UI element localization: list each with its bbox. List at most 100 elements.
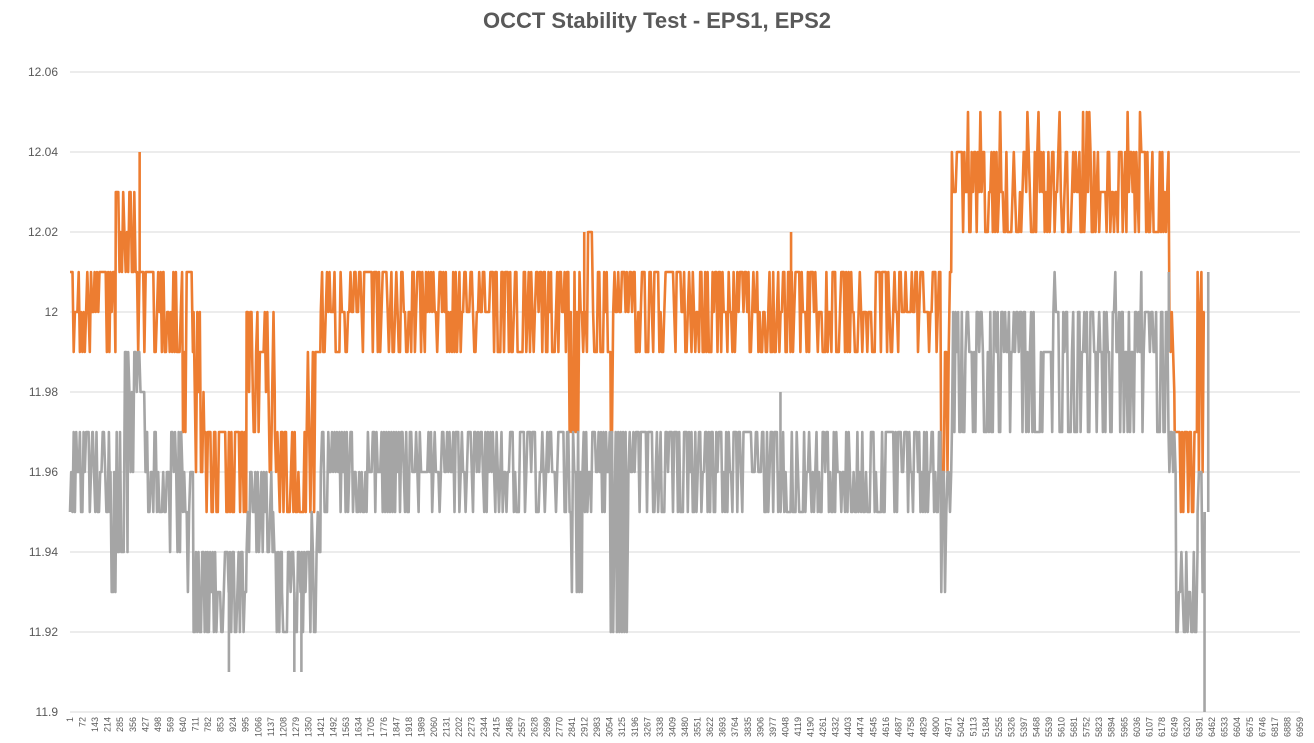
- x-tick-label: 4758: [906, 717, 916, 737]
- x-tick-label: 6107: [1144, 717, 1154, 737]
- x-tick-label: 2770: [554, 717, 564, 737]
- x-tick-label: 4119: [793, 717, 803, 736]
- x-tick-label: 2912: [580, 717, 590, 737]
- x-tick-label: 1563: [341, 717, 351, 737]
- x-tick-label: 1350: [303, 717, 313, 737]
- x-tick-label: 5681: [1069, 717, 1079, 737]
- x-tick-label: 6604: [1232, 717, 1242, 737]
- x-tick-label: 6959: [1295, 717, 1305, 737]
- x-tick-label: 4829: [918, 717, 928, 737]
- x-tick-label: 427: [140, 717, 150, 732]
- x-tick-label: 782: [203, 717, 213, 732]
- x-tick-label: 3764: [730, 717, 740, 737]
- x-tick-label: 4261: [818, 717, 828, 737]
- x-tick-label: 5610: [1057, 717, 1067, 737]
- x-tick-label: 4900: [931, 717, 941, 737]
- y-tick-label: 12.06: [28, 65, 58, 79]
- x-tick-label: 1918: [404, 717, 414, 737]
- x-tick-label: 1847: [391, 717, 401, 737]
- x-tick-label: 5255: [994, 717, 1004, 737]
- x-tick-label: 4971: [944, 717, 954, 737]
- x-tick-label: 3835: [743, 717, 753, 737]
- x-tick-label: 285: [115, 717, 125, 732]
- x-tick-label: 5539: [1044, 717, 1054, 737]
- x-tick-label: 2131: [442, 717, 452, 737]
- x-tick-label: 2060: [429, 717, 439, 737]
- x-tick-label: 4403: [843, 717, 853, 737]
- x-tick-label: 6391: [1195, 717, 1205, 737]
- x-tick-label: 2344: [479, 717, 489, 737]
- x-tick-label: 2699: [542, 717, 552, 737]
- x-tick-label: 5042: [956, 717, 966, 737]
- x-tick-label: 6320: [1182, 717, 1192, 737]
- x-tick-label: 1634: [354, 717, 364, 737]
- x-tick-label: 2841: [567, 717, 577, 737]
- x-tick-label: 1137: [266, 717, 276, 736]
- y-tick-label: 11.98: [29, 385, 58, 399]
- x-tick-label: 3906: [755, 717, 765, 737]
- y-tick-label: 12.04: [28, 145, 58, 159]
- x-tick-label: 1421: [316, 717, 326, 737]
- chart-title: OCCT Stability Test - EPS1, EPS2: [482, 8, 831, 33]
- x-tick-label: 1: [65, 717, 75, 722]
- series-line-0: [69, 110, 1206, 514]
- x-tick-label: 3338: [655, 717, 665, 737]
- x-tick-label: 498: [153, 717, 163, 732]
- x-tick-label: 2202: [454, 717, 464, 737]
- x-tick-label: 5894: [1107, 717, 1117, 737]
- x-tick-label: 1989: [416, 717, 426, 737]
- x-tick-label: 2273: [467, 717, 477, 737]
- series-line-1: [68, 270, 1206, 634]
- x-tick-label: 6675: [1245, 717, 1255, 737]
- x-tick-label: 4332: [831, 717, 841, 737]
- x-tick-label: 3409: [667, 717, 677, 737]
- y-tick-label: 11.96: [29, 465, 58, 479]
- x-tick-label: 853: [216, 717, 226, 732]
- x-tick-label: 5752: [1082, 717, 1092, 737]
- x-tick-label: 72: [78, 717, 88, 727]
- x-tick-label: 3622: [705, 717, 715, 737]
- x-tick-label: 3054: [605, 717, 615, 737]
- x-tick-label: 1066: [253, 717, 263, 737]
- y-axis-ticks: 11.9 11.92 11.94 11.96 11.98 12 12.02 12.04 12.0…: [28, 65, 58, 719]
- x-tick-label: 4048: [780, 717, 790, 737]
- x-tick-label: 1492: [329, 717, 339, 737]
- x-tick-label: 5113: [969, 717, 979, 736]
- x-tick-label: 4616: [881, 717, 891, 737]
- x-tick-label: 2628: [529, 717, 539, 737]
- x-tick-label: 1705: [366, 717, 376, 737]
- x-tick-label: 3267: [642, 717, 652, 737]
- x-tick-label: 6888: [1282, 717, 1292, 737]
- y-tick-label: 12: [45, 305, 59, 319]
- x-tick-label: 2415: [492, 717, 502, 737]
- y-tick-label: 11.94: [29, 545, 58, 559]
- x-tick-label: 924: [228, 717, 238, 732]
- x-axis-ticks: 1 72 143 214 285 356 427 498 569 640 711 782 853 924 9…: [65, 717, 1305, 737]
- y-tick-label: 11.9: [36, 705, 59, 719]
- x-tick-label: 1279: [291, 717, 301, 737]
- x-tick-label: 6462: [1207, 717, 1217, 737]
- x-tick-label: 3480: [680, 717, 690, 737]
- x-tick-label: 2983: [592, 717, 602, 737]
- x-tick-label: 6036: [1132, 717, 1142, 737]
- x-tick-label: 5326: [1006, 717, 1016, 737]
- x-tick-label: 2486: [504, 717, 514, 737]
- x-tick-label: 1208: [278, 717, 288, 737]
- x-tick-label: 5468: [1031, 717, 1041, 737]
- x-tick-label: 3551: [693, 717, 703, 737]
- x-tick-label: 3693: [718, 717, 728, 737]
- x-tick-label: 711: [191, 717, 201, 731]
- x-tick-label: 569: [165, 717, 175, 732]
- x-tick-label: 995: [241, 717, 251, 732]
- x-tick-label: 4687: [893, 717, 903, 737]
- x-tick-label: 6249: [1169, 717, 1179, 737]
- x-tick-label: 3125: [617, 717, 627, 737]
- x-tick-label: 6533: [1220, 717, 1230, 737]
- x-tick-label: 214: [103, 717, 113, 732]
- x-tick-label: 5823: [1094, 717, 1104, 737]
- x-tick-label: 1776: [379, 717, 389, 737]
- x-tick-label: 3977: [768, 717, 778, 737]
- x-tick-label: 6746: [1257, 717, 1267, 737]
- x-tick-label: 640: [178, 717, 188, 732]
